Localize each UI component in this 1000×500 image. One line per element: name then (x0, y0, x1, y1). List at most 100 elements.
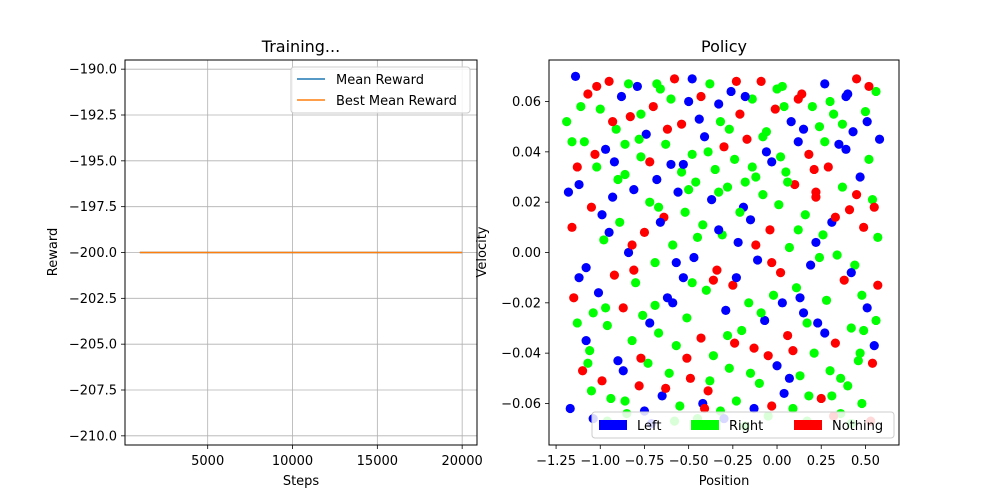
scatter-point-nothing (625, 112, 635, 122)
scatter-point-nothing (696, 333, 706, 343)
scatter-point-right (643, 358, 653, 368)
scatter-point-left (760, 315, 770, 326)
scatter-point-right (837, 182, 848, 192)
scatter-point-right (864, 154, 874, 164)
scatter-point-right (754, 378, 764, 388)
scatter-point-right (795, 371, 805, 381)
scatter-point-nothing (851, 190, 862, 200)
scatter-point-nothing (830, 212, 840, 222)
scatter-point-left (772, 361, 782, 371)
scatter-point-nothing (751, 240, 761, 250)
scatter-point-left (609, 157, 620, 167)
scatter-point-left (657, 391, 667, 401)
scatter-point-right (684, 184, 694, 195)
scatter-point-left (678, 273, 688, 283)
scatter-point-nothing (830, 338, 840, 348)
scatter-point-left (820, 328, 830, 338)
scatter-point-nothing (608, 117, 618, 127)
scatter-point-nothing (763, 351, 773, 361)
scatter-point-right (664, 368, 674, 378)
scatter-point-left (618, 366, 628, 376)
scatter-point-right (620, 139, 630, 149)
scatter-point-right (802, 318, 812, 328)
scatter-point-left (689, 252, 699, 263)
policy-x-tick-label: 0.00 (763, 454, 792, 469)
scatter-point-left (699, 132, 710, 142)
scatter-point-left (745, 215, 756, 225)
scatter-point-right (730, 154, 740, 164)
scatter-point-right (675, 401, 685, 411)
scatter-point-right (857, 398, 867, 409)
scatter-point-left (597, 210, 607, 220)
scatter-point-right (873, 232, 883, 243)
policy-legend: Left Right Nothing (591, 411, 895, 439)
policy-y-tick-label: 0.06 (512, 95, 541, 110)
scatter-point-nothing (696, 91, 706, 102)
scatter-point-right (705, 79, 715, 89)
scatter-point-right (828, 109, 839, 119)
scatter-point-nothing (648, 101, 658, 112)
scatter-point-left (684, 96, 694, 107)
scatter-point-right (735, 207, 745, 217)
scatter-point-right (807, 101, 817, 112)
scatter-point-right (740, 177, 750, 187)
policy-chart-title: Policy (701, 37, 747, 56)
scatter-point-right (599, 235, 609, 245)
scatter-point-right (832, 250, 842, 260)
policy-y-axis-label: Velocity (475, 226, 490, 277)
scatter-point-nothing (645, 157, 655, 167)
scatter-point-right (653, 328, 664, 338)
training-y-tick-label: −202.5 (69, 292, 117, 307)
scatter-point-right (814, 122, 825, 132)
policy-x-tick-label: −1.25 (536, 454, 576, 469)
scatter-point-right (837, 119, 848, 129)
scatter-point-left (848, 127, 858, 137)
scatter-point-left (779, 388, 789, 399)
scatter-point-right (627, 335, 637, 346)
scatter-point-nothing (676, 119, 687, 129)
policy-legend-box (591, 411, 895, 439)
scatter-point-left (641, 129, 651, 139)
scatter-point-nothing (730, 338, 740, 348)
training-y-tick-label: −207.5 (69, 384, 117, 399)
scatter-point-right (606, 393, 616, 404)
scatter-point-nothing (788, 346, 798, 356)
scatter-point-left (604, 227, 614, 237)
scatter-point-right (744, 298, 754, 308)
scatter-point-right (747, 162, 757, 172)
scatter-point-nothing (682, 353, 692, 363)
training-chart-title: Training... (261, 37, 340, 56)
training-y-tick-label: −205.0 (69, 338, 117, 353)
scatter-point-left (608, 192, 618, 202)
scatter-point-right (583, 358, 593, 368)
scatter-point-right (818, 230, 828, 240)
scatter-point-nothing (873, 280, 883, 290)
scatter-point-nothing (770, 104, 780, 114)
training-y-axis-label: Reward (46, 228, 61, 276)
scatter-point-right (747, 94, 757, 104)
scatter-point-right (821, 295, 832, 305)
scatter-point-nothing (839, 275, 849, 285)
scatter-point-left (726, 86, 736, 97)
scatter-point-nothing (572, 162, 582, 172)
scatter-point-right (708, 351, 718, 361)
training-y-tick-label: −210.0 (69, 429, 117, 444)
scatter-point-nothing (811, 187, 821, 197)
scatter-point-nothing (816, 393, 826, 404)
scatter-point-left (652, 174, 662, 185)
scatter-point-right (592, 162, 602, 172)
scatter-point-left (574, 273, 584, 283)
scatter-point-right (788, 403, 798, 414)
scatter-point-left (581, 262, 591, 273)
scatter-point-nothing (592, 81, 602, 92)
policy-chart: Policy −1.25 −1.00 −0.75 −0.50 −0.25 0.00 0.25… (475, 37, 900, 489)
scatter-point-nothing (609, 270, 620, 280)
scatter-point-nothing (577, 366, 588, 376)
scatter-point-nothing (636, 353, 646, 363)
scatter-point-right (652, 79, 662, 89)
scatter-point-nothing (804, 149, 814, 159)
legend-label-mean-reward: Mean Reward (336, 73, 424, 88)
legend-label-right: Right (729, 419, 763, 434)
scatter-point-right (579, 137, 589, 147)
scatter-point-right (758, 132, 768, 142)
